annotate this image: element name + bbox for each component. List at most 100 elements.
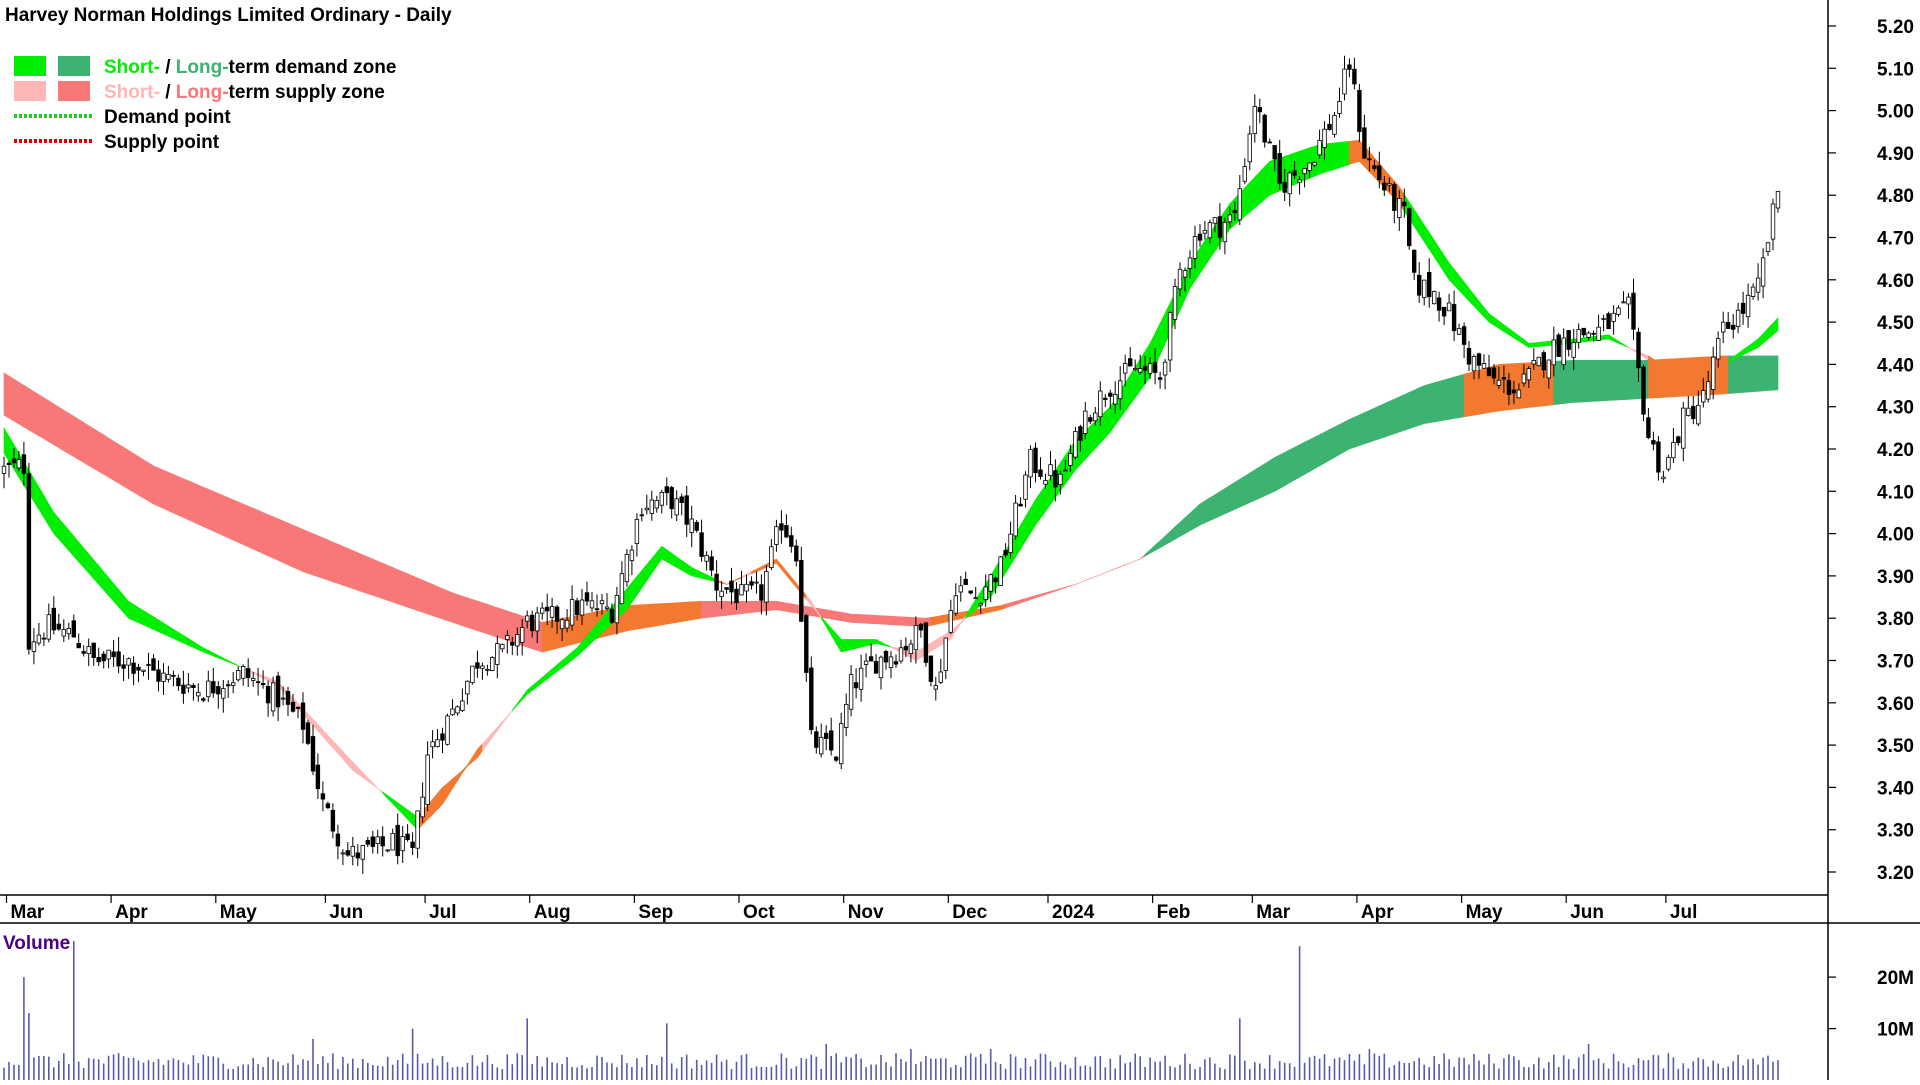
candle-body bbox=[1651, 440, 1656, 445]
long-term-band-segment bbox=[1553, 359, 1649, 406]
candle-body bbox=[250, 678, 256, 681]
candle-body bbox=[1481, 363, 1487, 369]
candle-body bbox=[56, 623, 61, 630]
candle-body bbox=[86, 646, 91, 654]
candle-body bbox=[1606, 313, 1611, 330]
candle-body bbox=[285, 691, 291, 705]
candle-body bbox=[1088, 417, 1093, 422]
candle-body bbox=[1307, 162, 1312, 171]
candle-body bbox=[495, 643, 500, 665]
candle-body bbox=[998, 556, 1003, 586]
candle-body bbox=[1023, 474, 1028, 500]
candle-body bbox=[1506, 380, 1512, 395]
candle-body bbox=[1242, 166, 1247, 182]
candle-body bbox=[545, 606, 550, 612]
candle-body bbox=[624, 554, 630, 583]
candle-body bbox=[1013, 502, 1018, 537]
candle-body bbox=[275, 675, 281, 708]
candle-body bbox=[943, 637, 948, 671]
candle-body bbox=[829, 730, 834, 751]
candle-body bbox=[769, 546, 774, 569]
candle-body bbox=[240, 666, 246, 679]
candle-body bbox=[1362, 127, 1367, 159]
x-tick-label: Jun bbox=[329, 902, 363, 923]
candle-body bbox=[1740, 302, 1746, 314]
candle-body bbox=[151, 658, 156, 671]
candle-body bbox=[1656, 441, 1661, 473]
candle-body bbox=[166, 674, 171, 680]
candle-body bbox=[315, 764, 321, 790]
candle-body bbox=[290, 701, 296, 712]
candle-body bbox=[1312, 162, 1317, 166]
candle-body bbox=[1601, 317, 1606, 320]
x-tick-label: Aug bbox=[534, 902, 571, 923]
candle-body bbox=[475, 662, 480, 669]
candle-body bbox=[1222, 221, 1228, 243]
y-tick-label: 4.30 bbox=[1877, 398, 1914, 419]
x-tick-label: May bbox=[220, 902, 257, 923]
candle-body bbox=[1591, 332, 1596, 335]
legend-sep: / bbox=[160, 82, 176, 103]
candle-body bbox=[1726, 321, 1731, 329]
candle-body bbox=[485, 669, 490, 671]
candle-body bbox=[1696, 404, 1701, 425]
candle-body bbox=[759, 584, 764, 601]
candle-body bbox=[1162, 361, 1168, 376]
candle-body bbox=[1033, 447, 1038, 474]
candle-body bbox=[1202, 229, 1208, 234]
candle-body bbox=[1626, 296, 1631, 305]
candle-body bbox=[1770, 203, 1776, 240]
candle-body bbox=[1337, 101, 1342, 114]
candle-body bbox=[888, 656, 894, 669]
candle-body bbox=[470, 665, 475, 684]
candle-body bbox=[1526, 368, 1531, 381]
candle-body bbox=[709, 556, 714, 571]
candle-body bbox=[310, 736, 316, 772]
candle-body bbox=[609, 608, 615, 623]
candle-body bbox=[370, 836, 375, 847]
candle-body bbox=[1775, 190, 1781, 209]
candle-body bbox=[330, 810, 336, 832]
zone-bands bbox=[3, 139, 1779, 831]
candle-body bbox=[739, 584, 744, 596]
short-term-band-segment bbox=[1404, 193, 1629, 348]
candle-body bbox=[694, 522, 699, 531]
candle-body bbox=[1666, 456, 1671, 470]
candle-body bbox=[76, 643, 81, 649]
short-term-band-segment bbox=[1727, 317, 1779, 363]
candle-body bbox=[1152, 361, 1158, 373]
candle-body bbox=[21, 454, 27, 474]
candle-body bbox=[804, 615, 809, 673]
candle-body bbox=[1735, 309, 1741, 327]
candle-body bbox=[1142, 366, 1148, 371]
y-tick-label: 3.70 bbox=[1877, 652, 1914, 673]
legend-rest-label: term demand zone bbox=[229, 57, 397, 78]
candle-body bbox=[26, 473, 32, 650]
candle-body bbox=[988, 574, 993, 592]
legend-short-label: Short- bbox=[104, 57, 160, 78]
candle-body bbox=[844, 704, 849, 728]
candle-body bbox=[146, 664, 151, 666]
x-tick-label: Nov bbox=[848, 902, 884, 923]
candle-body bbox=[375, 836, 380, 844]
candle-body bbox=[1, 465, 7, 474]
candle-body bbox=[734, 588, 739, 604]
candle-body bbox=[520, 627, 525, 643]
candle-body bbox=[1058, 473, 1063, 486]
candle-body bbox=[171, 675, 176, 677]
candle-body bbox=[515, 634, 520, 647]
candle-body bbox=[1113, 394, 1118, 405]
candle-body bbox=[853, 682, 859, 689]
candle-body bbox=[1760, 257, 1766, 287]
candle-body bbox=[96, 657, 101, 663]
candle-body bbox=[325, 803, 331, 809]
candle-body bbox=[300, 702, 306, 730]
candle-body bbox=[530, 614, 535, 632]
x-tick-label: Oct bbox=[743, 902, 775, 923]
candle-body bbox=[1711, 356, 1716, 390]
candle-body bbox=[634, 519, 640, 545]
candle-body bbox=[579, 599, 585, 616]
candle-body bbox=[1237, 188, 1242, 221]
candle-body bbox=[1417, 274, 1422, 296]
candle-body bbox=[1427, 271, 1432, 298]
